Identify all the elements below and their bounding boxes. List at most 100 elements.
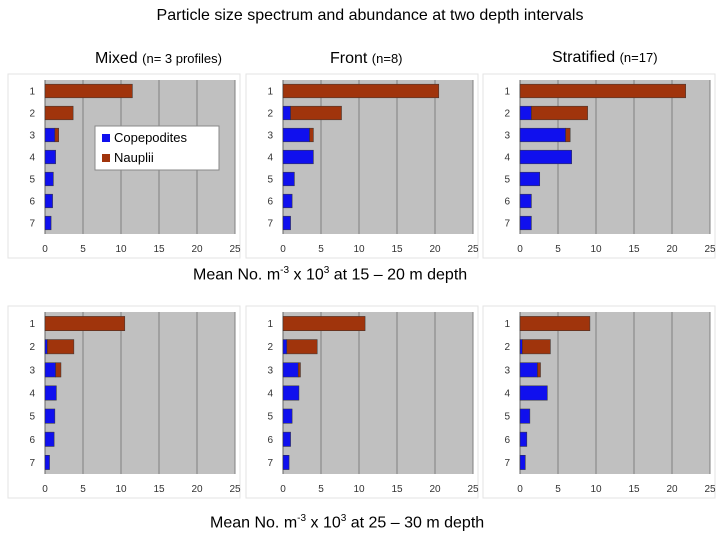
depth-caption-25-30: Mean No. m-3 x 103 at 25 – 30 m depth — [210, 513, 484, 532]
caption-mid: x 10 — [289, 266, 324, 284]
bar-copepodites-size-5 — [282, 408, 293, 424]
y-tick-label: 1 — [29, 319, 35, 330]
chart-front-25-30m: 0 5 10 15 20 25 1 2 3 4 5 6 7 — [245, 305, 479, 499]
bar-nauplii-size-3 — [537, 362, 541, 378]
y-tick-label: 4 — [504, 389, 510, 400]
bar-nauplii-size-1 — [282, 316, 366, 331]
bar-copepodites-size-3 — [282, 362, 299, 378]
legend-label-nauplii: Nauplii — [114, 150, 154, 165]
bar-copepodites-size-7 — [44, 455, 50, 470]
x-tick-label: 5 — [555, 484, 561, 495]
bar-copepodites-size-4 — [44, 385, 57, 401]
bar-copepodites-size-7 — [282, 455, 290, 470]
x-tick-label: 20 — [191, 484, 203, 495]
y-tick-label: 1 — [504, 319, 510, 330]
x-tick-label: 0 — [517, 484, 523, 495]
bar-copepodites-size-5 — [519, 171, 541, 187]
plot-area — [283, 312, 473, 474]
bar-nauplii-size-3 — [309, 127, 314, 143]
y-tick-label: 3 — [267, 131, 273, 142]
x-tick-label: 10 — [115, 484, 127, 495]
y-tick-label: 1 — [504, 87, 510, 98]
column-n-label: (n=8) — [371, 51, 403, 66]
y-tick-label: 7 — [29, 219, 35, 230]
x-tick-label: 20 — [429, 484, 441, 495]
y-tick-label: 3 — [29, 131, 35, 142]
y-tick-label: 4 — [29, 153, 35, 164]
column-header-stratified: Stratified (n=17) — [552, 49, 658, 67]
column-n-label: (n=17) — [619, 50, 658, 65]
y-tick-label: 6 — [504, 197, 510, 208]
y-tick-label: 7 — [504, 219, 510, 230]
x-tick-label: 10 — [590, 484, 602, 495]
legend-swatch-copepodites — [102, 134, 110, 142]
bar-copepodites-size-6 — [282, 431, 291, 447]
x-tick-label: 0 — [42, 244, 48, 255]
bar-copepodites-size-3 — [44, 127, 56, 143]
caption-prefix: Mean No. m — [193, 266, 281, 284]
x-tick-label: 15 — [153, 244, 165, 255]
y-tick-label: 5 — [267, 175, 273, 186]
caption-exponent: 3 — [323, 265, 330, 276]
x-tick-label: 25 — [467, 484, 479, 495]
bar-copepodites-size-5 — [519, 408, 531, 424]
bar-nauplii-size-2 — [522, 339, 551, 355]
x-tick-label: 10 — [353, 244, 365, 255]
column-header-mixed: Mixed (n= 3 profiles) — [95, 50, 222, 68]
bar-nauplii-size-2 — [44, 105, 74, 121]
x-tick-label: 0 — [280, 484, 286, 495]
x-tick-label: 25 — [467, 244, 479, 255]
y-tick-label: 4 — [504, 153, 510, 164]
y-tick-label: 6 — [29, 435, 35, 446]
bar-nauplii-size-1 — [519, 83, 686, 99]
y-tick-label: 5 — [504, 175, 510, 186]
y-tick-label: 5 — [29, 412, 35, 423]
x-tick-label: 25 — [704, 484, 716, 495]
x-tick-label: 5 — [555, 244, 561, 255]
y-tick-label: 1 — [267, 87, 273, 98]
bar-copepodites-size-4 — [282, 149, 314, 165]
x-tick-label: 25 — [229, 244, 241, 255]
x-tick-label: 10 — [590, 244, 602, 255]
caption-exponent: -3 — [280, 265, 290, 276]
x-tick-label: 15 — [153, 484, 165, 495]
column-name: Stratified — [552, 49, 616, 66]
bar-nauplii-size-3 — [55, 362, 62, 378]
caption-exponent: 3 — [340, 513, 347, 524]
y-tick-label: 2 — [29, 109, 35, 120]
chart-mixed-25-30m: 0 5 10 15 20 25 1 2 3 4 5 6 7 — [7, 305, 241, 499]
x-tick-label: 20 — [666, 244, 678, 255]
bar-copepodites-size-5 — [44, 408, 56, 424]
x-tick-label: 20 — [191, 244, 203, 255]
bar-nauplii-size-2 — [290, 105, 342, 121]
caption-suffix: at 25 – 30 m depth — [346, 514, 485, 532]
x-tick-label: 25 — [229, 484, 241, 495]
bar-copepodites-size-4 — [282, 385, 300, 401]
y-tick-label: 2 — [504, 342, 510, 353]
y-tick-label: 2 — [29, 342, 35, 353]
y-tick-label: 7 — [267, 219, 273, 230]
bar-copepodites-size-5 — [282, 171, 295, 187]
bar-copepodites-size-4 — [519, 385, 548, 401]
y-tick-label: 1 — [267, 319, 273, 330]
x-tick-label: 15 — [391, 244, 403, 255]
y-tick-label: 6 — [267, 197, 273, 208]
bar-nauplii-size-3 — [565, 127, 571, 143]
depth-caption-15-20: Mean No. m-3 x 103 at 15 – 20 m depth — [193, 265, 467, 284]
y-tick-label: 2 — [504, 109, 510, 120]
bar-nauplii-size-1 — [44, 83, 133, 99]
chart-mixed-15-20m: 0 5 10 15 20 25 1 2 3 4 5 6 7 Copepodites Nauplii — [7, 73, 241, 259]
x-tick-label: 15 — [628, 484, 640, 495]
x-tick-label: 15 — [391, 484, 403, 495]
x-tick-label: 0 — [280, 244, 286, 255]
caption-prefix: Mean No. m — [210, 514, 298, 532]
x-tick-label: 5 — [318, 244, 324, 255]
y-tick-label: 6 — [29, 197, 35, 208]
x-tick-label: 5 — [80, 484, 86, 495]
bar-copepodites-size-6 — [282, 193, 293, 209]
bar-copepodites-size-6 — [519, 431, 528, 447]
caption-exponent: -3 — [297, 513, 307, 524]
column-name: Front — [330, 50, 368, 67]
x-tick-label: 10 — [115, 244, 127, 255]
bar-nauplii-size-2 — [47, 339, 75, 355]
